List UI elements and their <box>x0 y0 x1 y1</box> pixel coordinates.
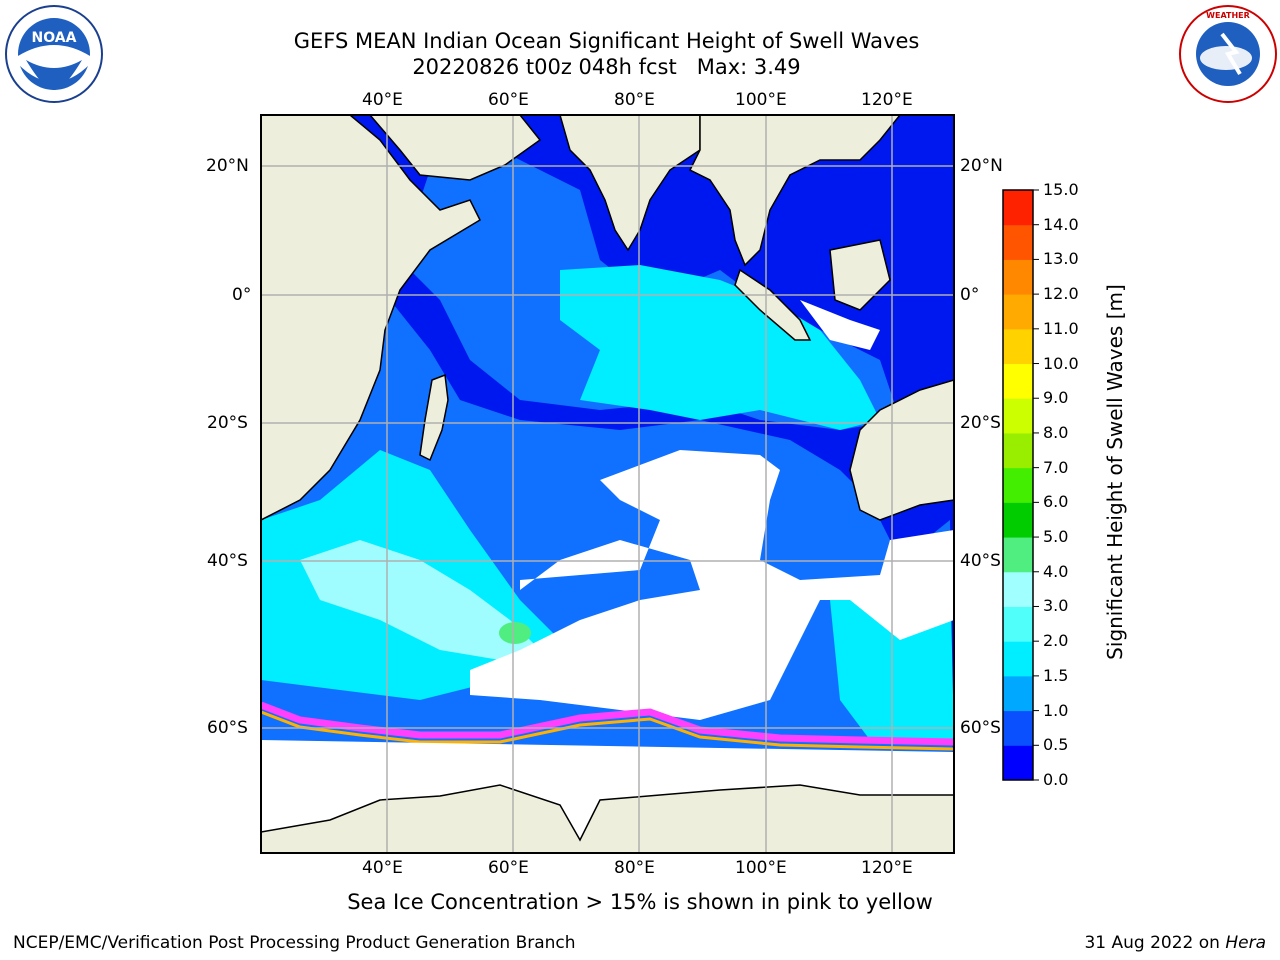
land-arabia <box>369 115 542 181</box>
colorbar-tick-label: 4.0 <box>1043 561 1069 581</box>
colorbar-bin <box>1003 641 1033 677</box>
svg-text:WEATHER: WEATHER <box>1206 11 1250 20</box>
lat-label-left: 20°N <box>206 156 249 176</box>
colorbar <box>1002 189 1039 781</box>
colorbar-bin <box>1003 259 1033 295</box>
colorbar-bin <box>1003 190 1033 226</box>
nws-logo: WEATHER <box>1178 4 1278 104</box>
lat-label-right: 20°S <box>960 413 1001 433</box>
colorbar-bin <box>1003 710 1033 746</box>
colorbar-tick-label: 0.0 <box>1043 770 1069 789</box>
colorbar-tick-label: 8.0 <box>1043 422 1069 442</box>
sea-ice-area <box>470 450 954 720</box>
colorbar-tick-label: 6.0 <box>1043 492 1069 512</box>
colorbar-tick-label: 5.0 <box>1043 527 1069 547</box>
colorbar-title: Significant Height of Swell Waves [m] <box>1103 284 1127 660</box>
colorbar-tick-label: 1.5 <box>1043 665 1069 685</box>
footer-host: Hera <box>1225 933 1266 953</box>
graticule <box>261 115 954 853</box>
swell-zone-peak <box>300 540 540 660</box>
swell-max-spot <box>499 622 531 644</box>
footer-credit: NCEP/EMC/Verification Post Processing Pr… <box>13 933 576 953</box>
colorbar-bin <box>1003 294 1033 330</box>
lon-label-top: 120°E <box>861 90 913 110</box>
svg-text:NOAA: NOAA <box>32 30 77 46</box>
land-antarctica <box>261 784 954 853</box>
sea-ice-caption: Sea Ice Concentration > 15% is shown in … <box>347 890 933 914</box>
lat-label-right: 0° <box>960 285 980 305</box>
footer-date: 31 Aug 2022 on Hera <box>1084 933 1266 953</box>
lon-label-bottom: 40°E <box>362 858 403 878</box>
lat-label-right: 20°N <box>960 156 1003 176</box>
sea-ice-edge <box>261 710 954 751</box>
colorbar-bin <box>1003 606 1033 642</box>
footer-date-text: 31 Aug 2022 on <box>1084 933 1226 953</box>
land-australia <box>849 379 954 521</box>
colorbar-tick-label: 0.5 <box>1043 735 1069 755</box>
lat-label-left: 40°S <box>207 551 248 571</box>
lat-label-right: 40°S <box>960 551 1001 571</box>
colorbar-bin <box>1003 675 1033 712</box>
colorbar-tick-label: 9.0 <box>1043 388 1069 408</box>
lon-label-bottom: 60°E <box>488 858 529 878</box>
colorbar-frame <box>1002 189 1034 781</box>
colorbar-tick-label: 11.0 <box>1043 318 1079 338</box>
lon-label-bottom: 80°E <box>614 858 655 878</box>
map-title: GEFS MEAN Indian Ocean Significant Heigh… <box>293 29 920 53</box>
noaa-logo: NOAA <box>4 4 104 104</box>
colorbar-tick-label: 15.0 <box>1043 180 1079 199</box>
colorbar-bin <box>1003 502 1033 538</box>
colorbar-tick-label: 12.0 <box>1043 284 1079 304</box>
colorbar-tick-label: 1.0 <box>1043 700 1069 720</box>
lon-label-top: 60°E <box>488 90 529 110</box>
colorbar-bin <box>1003 537 1033 573</box>
lon-label-bottom: 100°E <box>735 858 787 878</box>
colorbar-bin <box>1003 467 1033 503</box>
colorbar-bin <box>1003 398 1033 434</box>
lat-label-left: 20°S <box>207 413 248 433</box>
colorbar-tick-label: 10.0 <box>1043 353 1079 373</box>
map-frame <box>260 114 955 854</box>
colorbar-tick-label: 3.0 <box>1043 596 1069 616</box>
land-se-asia <box>688 115 901 267</box>
land-madagascar <box>419 373 449 462</box>
colorbar-bin <box>1003 328 1033 365</box>
colorbar-bin <box>1003 224 1033 260</box>
lon-label-top: 80°E <box>614 90 655 110</box>
colorbar-bin <box>1003 363 1033 399</box>
lon-label-top: 40°E <box>362 90 403 110</box>
colorbar-bin <box>1003 432 1033 469</box>
colorbar-bin <box>1003 571 1033 607</box>
colorbar-tick-label: 13.0 <box>1043 249 1079 269</box>
colorbar-bin <box>1003 745 1033 781</box>
lon-label-bottom: 120°E <box>861 858 913 878</box>
sea-ice-area <box>800 300 880 350</box>
colorbar-tick-label: 2.0 <box>1043 631 1069 651</box>
colorbar-tick-label: 14.0 <box>1043 214 1079 234</box>
lat-label-left: 0° <box>232 285 252 305</box>
land-africa <box>261 115 481 521</box>
sea-ice-edge <box>261 701 954 746</box>
lat-label-right: 60°S <box>960 718 1001 738</box>
forecast-subtitle: 20220826 t00z 048h fcst Max: 3.49 <box>412 55 801 79</box>
swell-zone-high <box>560 265 880 430</box>
colorbar-tick-label: 7.0 <box>1043 457 1069 477</box>
lat-label-left: 60°S <box>207 718 248 738</box>
lon-label-top: 100°E <box>735 90 787 110</box>
